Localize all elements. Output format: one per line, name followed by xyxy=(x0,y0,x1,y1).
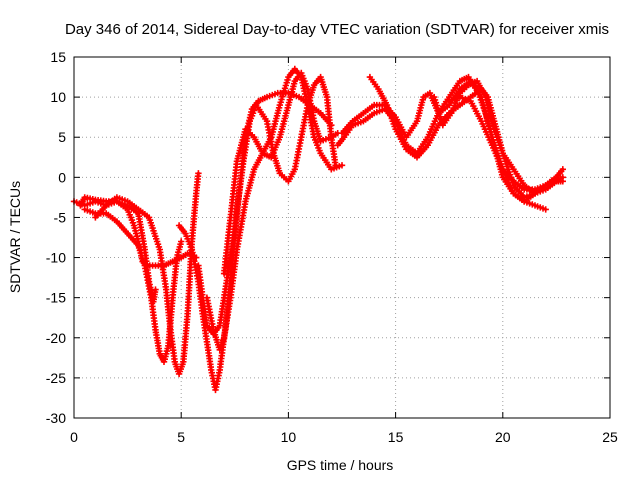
y-tick-label: -30 xyxy=(46,410,66,426)
series-markers xyxy=(92,170,202,378)
series-line xyxy=(72,199,157,304)
y-tick-label: 0 xyxy=(58,169,66,185)
y-tick-label: -15 xyxy=(46,290,66,306)
series-track-3 xyxy=(81,206,185,365)
x-tick-label: 5 xyxy=(177,429,185,445)
x-tick-label: 20 xyxy=(495,429,511,445)
chart-title: Day 346 of 2014, Sidereal Day-to-day VTE… xyxy=(65,21,609,38)
series-markers xyxy=(446,93,566,193)
series-track-10 xyxy=(338,77,566,205)
y-tick-label: 10 xyxy=(50,89,66,105)
plot-frame xyxy=(73,56,611,419)
x-tick-label: 15 xyxy=(388,429,404,445)
series-track-13 xyxy=(446,93,566,193)
y-axis-label: SDTVAR / TECUs xyxy=(7,181,23,293)
y-tick-label: -20 xyxy=(46,330,66,346)
y-tick-label: -10 xyxy=(46,250,66,266)
y-tick-label: 5 xyxy=(58,129,66,145)
series-track-4 xyxy=(92,170,202,378)
series-track-12 xyxy=(431,77,566,197)
y-tick-label: -25 xyxy=(46,370,66,386)
y-tick-label: 15 xyxy=(50,49,66,65)
x-tick-label: 10 xyxy=(281,429,297,445)
data-series xyxy=(70,65,566,394)
x-axis-label: GPS time / hours xyxy=(287,457,394,473)
axis-ticks: 0 5 10 15 20 25 15 10 5 0 -5 -10 -15 -20 -25 -30 xyxy=(46,49,618,445)
y-tick-label: -5 xyxy=(54,209,67,225)
series-markers xyxy=(220,69,341,277)
series-track-8 xyxy=(220,69,341,277)
series-markers xyxy=(81,206,185,365)
x-tick-label: 0 xyxy=(70,429,78,445)
x-tick-label: 25 xyxy=(602,429,618,445)
